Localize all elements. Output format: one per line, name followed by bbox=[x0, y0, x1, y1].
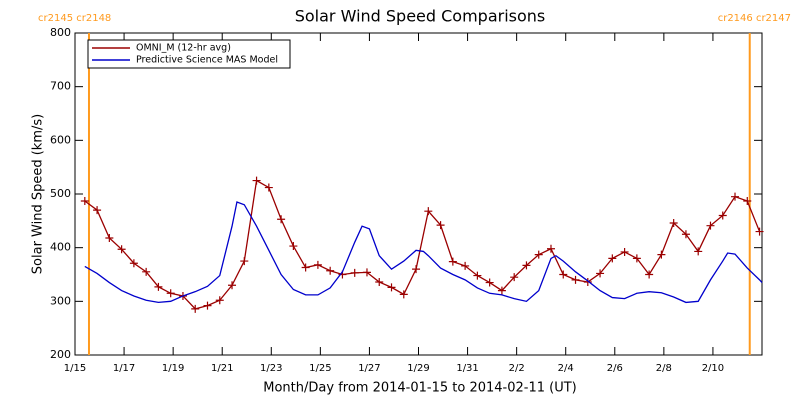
series-marker bbox=[743, 196, 752, 205]
y-tick-label: 300 bbox=[50, 294, 71, 307]
series-marker bbox=[718, 211, 727, 220]
annotation-label: cr2146 cr2147 bbox=[718, 13, 791, 24]
series-marker bbox=[448, 257, 457, 266]
series-marker bbox=[228, 281, 237, 290]
series-marker bbox=[546, 244, 555, 253]
x-tick-label: 1/23 bbox=[260, 363, 282, 374]
series-marker bbox=[608, 254, 617, 263]
series-marker bbox=[620, 247, 629, 256]
annotation-label: cr2145 cr2148 bbox=[38, 13, 111, 24]
series-marker bbox=[681, 230, 690, 239]
series-marker bbox=[277, 215, 286, 224]
x-tick-label: 1/21 bbox=[211, 363, 233, 374]
series-marker bbox=[596, 269, 605, 278]
series-marker bbox=[485, 278, 494, 287]
x-tick-label: 2/4 bbox=[558, 363, 574, 374]
series-marker bbox=[203, 301, 212, 310]
series-marker bbox=[252, 176, 261, 185]
x-tick-label: 1/15 bbox=[64, 363, 86, 374]
series-marker bbox=[534, 250, 543, 259]
series-marker bbox=[657, 250, 666, 259]
series-marker bbox=[583, 278, 592, 287]
series-marker bbox=[362, 268, 371, 277]
x-tick-label: 1/25 bbox=[309, 363, 331, 374]
series-marker bbox=[424, 207, 433, 216]
chart-title: Solar Wind Speed Comparisons bbox=[295, 7, 546, 26]
x-tick-label: 2/10 bbox=[702, 363, 724, 374]
legend-box bbox=[87, 39, 291, 69]
y-tick-label: 200 bbox=[50, 348, 71, 361]
series-marker bbox=[142, 267, 151, 276]
series-marker bbox=[264, 183, 273, 192]
series-marker bbox=[375, 278, 384, 287]
series-marker bbox=[559, 270, 568, 279]
x-tick-label: 1/19 bbox=[162, 363, 184, 374]
x-tick-label: 2/8 bbox=[656, 363, 672, 374]
series-marker bbox=[694, 247, 703, 256]
series-marker bbox=[522, 261, 531, 270]
series-marker bbox=[166, 289, 175, 298]
legend-label: OMNI_M (12-hr avg) bbox=[136, 43, 231, 54]
y-tick-label: 800 bbox=[50, 26, 71, 39]
series-marker bbox=[154, 282, 163, 291]
series-marker bbox=[645, 270, 654, 279]
x-tick-label: 1/31 bbox=[456, 363, 478, 374]
x-tick-label: 2/6 bbox=[607, 363, 623, 374]
series-marker bbox=[510, 273, 519, 282]
series-marker bbox=[731, 192, 740, 201]
y-tick-label: 700 bbox=[50, 80, 71, 93]
x-tick-label: 2/2 bbox=[509, 363, 525, 374]
series-marker bbox=[215, 296, 224, 305]
legend-label: Predictive Science MAS Model bbox=[136, 55, 278, 66]
x-tick-label: 1/29 bbox=[407, 363, 429, 374]
x-tick-label: 1/27 bbox=[358, 363, 380, 374]
series-marker bbox=[755, 227, 764, 236]
y-tick-label: 600 bbox=[50, 133, 71, 146]
series-marker bbox=[706, 221, 715, 230]
series-marker bbox=[191, 304, 200, 313]
x-tick-label: 1/17 bbox=[113, 363, 135, 374]
series-marker bbox=[326, 266, 335, 275]
series-marker bbox=[313, 260, 322, 269]
series-marker bbox=[571, 275, 580, 284]
series-marker bbox=[632, 254, 641, 263]
x-axis-label: Month/Day from 2014-01-15 to 2014-02-11 … bbox=[263, 381, 576, 396]
series-marker bbox=[240, 257, 249, 266]
series-marker bbox=[129, 259, 138, 268]
series-marker bbox=[473, 271, 482, 280]
series-marker bbox=[350, 268, 359, 277]
series-marker bbox=[412, 265, 421, 274]
series-marker bbox=[436, 221, 445, 230]
y-tick-label: 500 bbox=[50, 187, 71, 200]
series-marker bbox=[461, 261, 470, 270]
series-marker bbox=[669, 218, 678, 227]
series-line bbox=[84, 201, 763, 304]
series-marker bbox=[117, 245, 126, 254]
y-axis-label: Solar Wind Speed (km/s) bbox=[31, 114, 46, 274]
y-tick-label: 400 bbox=[50, 241, 71, 254]
series-marker bbox=[387, 283, 396, 292]
series-marker bbox=[301, 263, 310, 272]
series-marker bbox=[399, 290, 408, 299]
series-marker bbox=[497, 286, 506, 295]
series-marker bbox=[80, 196, 89, 205]
series-marker bbox=[105, 234, 114, 243]
series-marker bbox=[289, 242, 298, 251]
series-marker bbox=[93, 206, 102, 215]
